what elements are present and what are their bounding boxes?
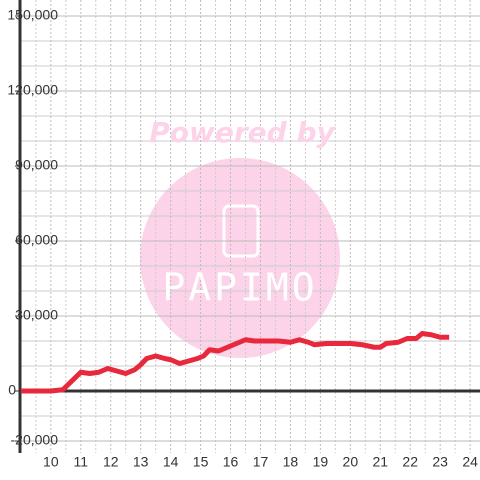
x-tick-label: 14 [163, 454, 179, 470]
x-tick-label: 13 [133, 454, 149, 470]
watermark-circle [140, 158, 340, 358]
y-tick-label: 0 [8, 382, 16, 398]
x-tick-label: 23 [432, 454, 448, 470]
x-tick-label: 10 [43, 454, 59, 470]
data-line [20, 331, 450, 394]
y-tick-label: 150,000 [7, 7, 58, 23]
x-tick-label: 11 [74, 454, 89, 470]
watermark-logo: PAPIMO [162, 266, 317, 310]
y-tick-label: -20,000 [11, 432, 59, 448]
watermark-phone [222, 204, 260, 258]
x-tick-label: 17 [253, 454, 269, 470]
x-tick-label: 22 [402, 454, 418, 470]
x-tick-label: 16 [223, 454, 239, 470]
x-tick-label: 15 [193, 454, 209, 470]
watermark-text: Powered by [149, 116, 336, 149]
x-tick-label: 21 [372, 454, 388, 470]
x-tick-label: 19 [313, 454, 329, 470]
x-tick-label: 24 [462, 454, 478, 470]
y-tick-label: 30,000 [15, 307, 58, 323]
y-tick-label: 90,000 [15, 157, 58, 173]
y-tick-label: 120,000 [7, 82, 58, 98]
x-tick-label: 18 [283, 454, 299, 470]
x-tick-label: 12 [103, 454, 119, 470]
x-tick-label: 20 [343, 454, 359, 470]
y-tick-label: 60,000 [15, 232, 58, 248]
